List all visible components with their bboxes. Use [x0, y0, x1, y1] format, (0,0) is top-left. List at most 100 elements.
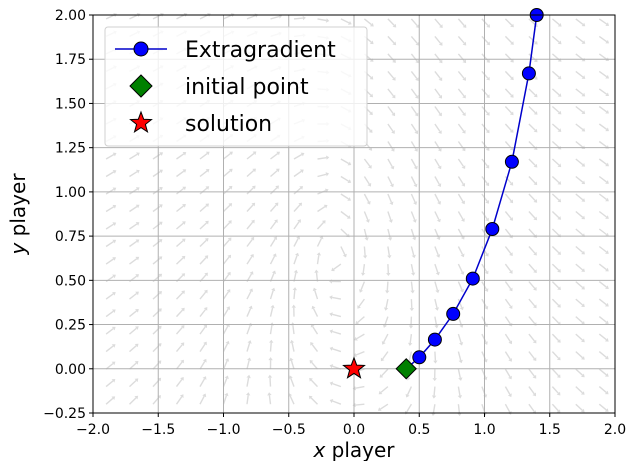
legend-box [104, 26, 368, 147]
field-arrowhead [299, 186, 303, 190]
field-arrow [293, 17, 303, 20]
field-arrowhead [581, 338, 585, 343]
field-arrowhead [533, 269, 537, 273]
field-arrowhead [248, 305, 253, 310]
field-arrowhead [112, 222, 117, 226]
field-arrowhead [331, 267, 335, 272]
field-arrowhead [438, 94, 442, 99]
field-arrowhead [434, 325, 439, 329]
field-arrow [457, 193, 464, 203]
field-arrowhead [226, 289, 231, 293]
extragradient-point [446, 306, 461, 321]
field-arrow [331, 296, 342, 300]
field-arrowhead [205, 203, 209, 208]
field-arrowhead [392, 41, 397, 46]
field-arrowhead [202, 393, 207, 398]
field-arrowhead [509, 269, 513, 274]
field-arrowhead [300, 169, 304, 174]
field-arrowhead [112, 309, 116, 313]
field-arrow [457, 333, 462, 343]
field-arrow [528, 333, 536, 342]
field-arrowhead [312, 287, 317, 292]
field-arrowhead [533, 216, 538, 221]
field-arrow [434, 263, 439, 273]
field-arrowhead [581, 198, 586, 202]
field-arrow [246, 238, 253, 247]
field-arrowhead [180, 377, 184, 381]
field-arrow [363, 18, 372, 26]
field-arrowhead [483, 376, 488, 381]
field-arrowhead [458, 359, 463, 364]
field-arrow [312, 326, 319, 335]
field-arrow [410, 70, 418, 80]
field-arrow [457, 176, 464, 185]
field-arrow [310, 379, 319, 388]
field-arrowhead [329, 312, 333, 317]
field-arrow [175, 292, 184, 300]
field-arrowhead [411, 272, 416, 276]
field-arrowhead [225, 358, 230, 362]
field-arrowhead [557, 75, 562, 80]
field-arrowhead [289, 339, 295, 344]
field-arrow [176, 170, 185, 178]
field-arrowhead [484, 270, 489, 275]
field-arrowhead [367, 182, 372, 187]
field-arrowhead [581, 215, 585, 220]
field-arrowhead [431, 395, 437, 399]
field-arrowhead [382, 324, 387, 328]
field-arrowhead [485, 217, 489, 222]
field-arrow [246, 377, 250, 387]
field-arrow [199, 395, 205, 405]
field-arrow [528, 246, 536, 254]
field-arrowhead [509, 217, 513, 221]
field-arrowhead [405, 393, 410, 398]
field-arrowhead [135, 256, 140, 261]
field-arrow [269, 238, 276, 247]
field-arrow [293, 255, 298, 265]
field-arrowhead [409, 308, 414, 312]
field-arrowhead [508, 305, 513, 309]
field-arrowhead [532, 357, 537, 361]
x-tick-label: −0.5 [272, 422, 306, 438]
field-arrow [504, 246, 512, 255]
field-arrow [152, 257, 161, 265]
field-arrowhead [227, 271, 231, 276]
field-arrow [358, 298, 365, 307]
field-arrowhead [204, 289, 208, 294]
field-arrow [409, 334, 413, 344]
field-arrowhead [437, 183, 442, 187]
field-arrowhead [437, 165, 442, 170]
field-arrowhead [158, 256, 163, 260]
field-arrowhead [462, 94, 466, 99]
field-arrow [176, 187, 185, 195]
field-arrowhead [179, 394, 184, 398]
field-arrowhead [112, 170, 117, 174]
field-arrow [246, 221, 254, 230]
field-arrowhead [510, 94, 514, 98]
field-arrow [575, 175, 584, 183]
field-arrow [575, 210, 584, 218]
field-arrow [598, 193, 607, 200]
field-arrow [434, 298, 438, 308]
field-arrowhead [605, 320, 609, 325]
field-arrowhead [291, 304, 296, 308]
field-arrowhead [557, 251, 561, 255]
field-arrowhead [438, 77, 443, 81]
field-arrowhead [391, 130, 395, 134]
field-arrow [332, 313, 342, 318]
field-arrow [355, 350, 365, 356]
field-arrowhead [410, 290, 415, 294]
field-arrowhead [386, 273, 391, 276]
field-arrow [528, 316, 536, 324]
field-arrow [293, 187, 302, 195]
field-arrowhead [508, 287, 513, 292]
field-arrow [457, 88, 465, 97]
field-arrowhead [377, 407, 382, 411]
field-arrowhead [271, 287, 276, 292]
field-arrowhead [436, 218, 441, 223]
field-arrow [457, 298, 463, 308]
field-arrow [387, 106, 394, 115]
field-arrow [246, 290, 252, 300]
field-arrow [387, 193, 393, 203]
field-arrowhead [605, 92, 609, 96]
